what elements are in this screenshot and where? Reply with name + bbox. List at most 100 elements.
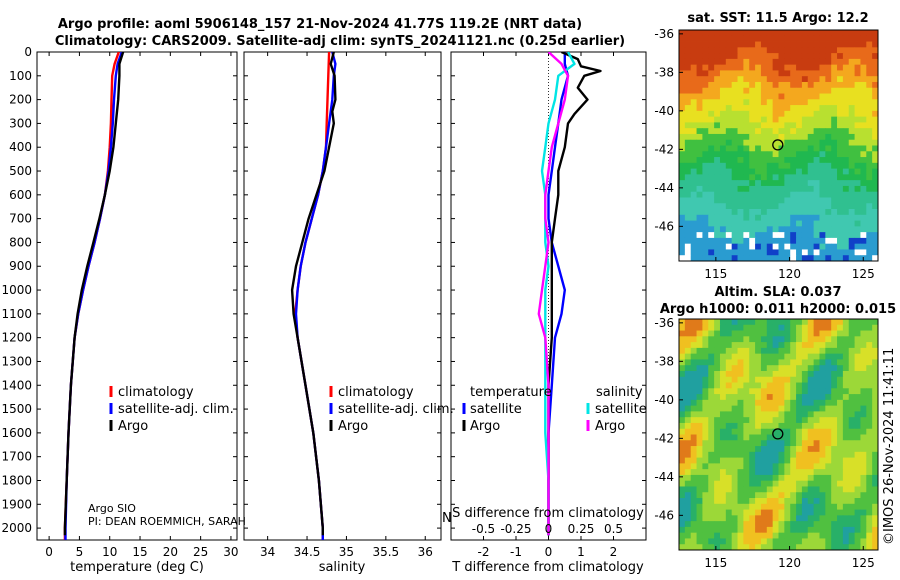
sst-map-cell bbox=[737, 197, 744, 204]
sla-map-cell bbox=[831, 434, 838, 441]
sst-map-cell bbox=[731, 128, 738, 135]
sla-map-cell bbox=[831, 486, 838, 493]
sst-map-cell bbox=[679, 237, 686, 245]
sst-map-cell bbox=[848, 243, 855, 250]
sla-map-cell bbox=[837, 319, 844, 326]
sla-map-cell bbox=[842, 353, 850, 360]
sla-map-cell bbox=[690, 336, 697, 343]
sst-map-cell bbox=[714, 116, 721, 123]
sst-map-cell bbox=[702, 174, 709, 181]
sst-map-cell bbox=[737, 209, 744, 216]
sla-map-cell bbox=[790, 446, 797, 453]
legend-label-s-argo: Argo bbox=[595, 419, 625, 434]
sst-map-cell bbox=[801, 122, 809, 129]
sst-map-cell bbox=[766, 70, 774, 77]
sla-map-cell bbox=[749, 503, 756, 510]
sst-map-cell bbox=[790, 93, 797, 100]
sla-map-cell bbox=[772, 446, 779, 453]
sst-map-cell bbox=[760, 47, 768, 54]
sst-map-cell bbox=[766, 105, 774, 112]
sst-map-cell bbox=[778, 41, 785, 48]
sst-map-cell bbox=[679, 41, 686, 48]
sla-map-cell bbox=[790, 538, 797, 545]
sst-map-cell bbox=[737, 110, 744, 118]
sla-map-cell bbox=[725, 342, 733, 349]
sst-map-cell bbox=[819, 203, 826, 210]
sst-map-cell bbox=[831, 180, 838, 187]
sst-map-cell bbox=[766, 81, 774, 89]
sst-map-cell bbox=[702, 209, 709, 216]
sst-map-cell bbox=[813, 41, 820, 48]
sst-map-cell bbox=[760, 116, 768, 123]
sla-map-cell bbox=[848, 486, 855, 493]
sst-map-cell bbox=[790, 139, 797, 146]
sst-map-cell bbox=[796, 110, 803, 118]
sst-map-cell bbox=[831, 81, 838, 89]
sst-map-cell bbox=[860, 249, 867, 256]
sst-map-cell bbox=[755, 180, 762, 187]
sla-map-cell bbox=[825, 405, 832, 412]
sst-map-cell bbox=[872, 180, 879, 187]
sst-map-cell bbox=[702, 70, 709, 77]
sst-map-cell bbox=[796, 41, 803, 48]
sla-map-cell bbox=[807, 370, 815, 378]
sla-map-cell bbox=[725, 544, 733, 551]
sst-map-cell bbox=[854, 151, 861, 158]
sla-map-cell bbox=[825, 330, 832, 337]
sla-map-cell bbox=[690, 457, 697, 464]
sla-map-cell bbox=[807, 353, 815, 360]
sla-map-cell bbox=[755, 526, 762, 534]
sla-map-cell bbox=[690, 405, 697, 412]
sla-map-cell bbox=[725, 388, 733, 395]
sla-map-cell bbox=[866, 382, 873, 389]
sla-map-cell bbox=[796, 451, 803, 459]
sst-map-cell bbox=[854, 243, 861, 250]
sla-map-cell bbox=[755, 342, 762, 349]
sla-map-cell bbox=[842, 446, 850, 453]
sst-map-cell bbox=[854, 180, 861, 187]
sla-map-cell bbox=[813, 405, 820, 412]
sst-map-cell bbox=[854, 145, 861, 152]
sla-map-cell bbox=[831, 347, 838, 355]
sst-map-cell bbox=[866, 139, 873, 146]
sst-map-cell bbox=[737, 157, 744, 164]
sla-map-cell bbox=[796, 457, 803, 464]
sst-map-cell bbox=[731, 110, 738, 118]
sla-map-cell bbox=[796, 532, 803, 539]
sla-map-cell bbox=[714, 359, 721, 366]
sst-map-cell bbox=[854, 214, 861, 221]
sla-map-cell bbox=[854, 342, 861, 349]
sla-map-cell bbox=[702, 347, 709, 355]
sst-map-cell bbox=[837, 30, 844, 37]
sst-map-cell bbox=[807, 93, 815, 100]
sla-map-cell bbox=[696, 498, 703, 505]
sst-map-cell bbox=[819, 76, 826, 83]
sla-map-cell bbox=[760, 388, 768, 395]
sla-map-cell bbox=[755, 532, 762, 539]
sst-map-cell bbox=[755, 191, 762, 198]
sst-map-cell bbox=[743, 87, 750, 94]
sst-map-cell bbox=[801, 151, 809, 158]
sst-map-cell bbox=[731, 47, 738, 54]
sla-map-cell bbox=[784, 336, 791, 343]
sla-map-cell bbox=[837, 342, 844, 349]
sst-map-cell bbox=[714, 180, 721, 187]
sla-map-cell bbox=[848, 417, 855, 424]
sst-map-cell bbox=[842, 232, 850, 239]
sst-map-cell bbox=[743, 53, 750, 60]
sst-map-cell bbox=[690, 64, 697, 71]
sst-map-cell bbox=[842, 53, 850, 60]
sla-map-cell bbox=[860, 417, 867, 424]
sla-map-cell bbox=[749, 451, 756, 459]
sla-map-cell bbox=[854, 544, 861, 551]
sla-map-cell bbox=[684, 422, 692, 430]
sst-map-cell bbox=[866, 76, 873, 83]
sst-map-cell bbox=[766, 203, 774, 210]
sla-map-cell bbox=[743, 382, 750, 389]
sst-map-cell bbox=[860, 185, 867, 193]
sst-map-cell bbox=[813, 58, 820, 66]
sla-map-cell bbox=[690, 353, 697, 360]
sla-map-title1: Altim. SLA: 0.037 bbox=[715, 285, 842, 300]
sla-map-cell bbox=[813, 463, 820, 470]
sla-map-cell bbox=[684, 440, 692, 447]
